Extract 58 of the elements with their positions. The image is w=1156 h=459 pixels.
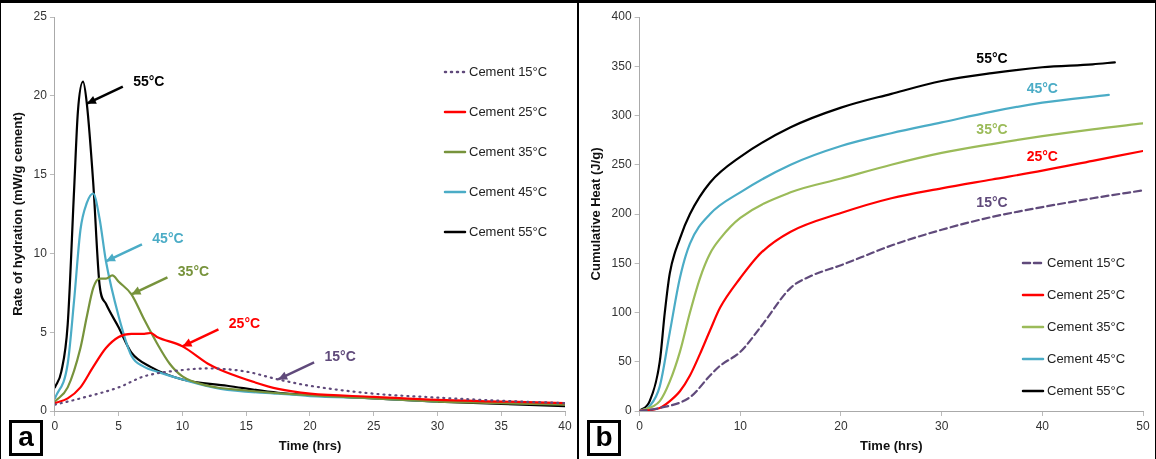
y-tick-label: 0	[624, 403, 632, 418]
x-axis-title: Time (hrs)	[860, 437, 923, 453]
annotation: 55°C	[976, 50, 1008, 66]
y-tick-label: 50	[618, 354, 632, 369]
x-tick-label: 50	[1136, 418, 1150, 433]
y-tick-label: 350	[611, 58, 632, 73]
y-tick-label: 250	[611, 157, 632, 172]
y-tick-label: 300	[611, 107, 632, 122]
legend-label: Cement 35°C	[1047, 318, 1126, 334]
x-tick-label: 40	[558, 418, 572, 433]
annotation: 35°C	[177, 263, 210, 280]
y-axis-title: Cumulative Heat (J/g)	[588, 147, 604, 281]
y-tick-label: 10	[33, 245, 48, 260]
x-tick-label: 20	[834, 418, 848, 433]
y-tick-label: 200	[611, 206, 632, 221]
y-tick-label: 15	[33, 166, 48, 181]
x-tick-label: 35	[494, 418, 509, 433]
y-tick-label: 400	[611, 9, 632, 24]
y-tick-label: 25	[33, 9, 48, 24]
annotation: 15°C	[324, 348, 356, 365]
x-axis-title: Time (hrs)	[278, 437, 342, 453]
legend-label: Cement 35°C	[469, 143, 548, 159]
y-axis-title: Rate of hydration (mW/g cement)	[10, 112, 26, 316]
line-series	[54, 331, 565, 405]
legend-label: Cement 55°C	[1047, 382, 1126, 398]
y-tick-label: 0	[40, 403, 48, 418]
legend-label: Cement 45°C	[469, 183, 548, 199]
x-tick-label: 40	[1035, 418, 1050, 433]
legend-label: Cement 55°C	[469, 223, 548, 239]
x-tick-label: 0	[51, 418, 59, 433]
y-tick-label: 150	[611, 255, 632, 270]
annotation: 45°C	[1026, 79, 1058, 96]
legend-label: Cement 25°C	[469, 103, 548, 119]
legend-label: Cement 45°C	[1047, 350, 1126, 366]
x-tick-label: 10	[733, 418, 748, 433]
x-tick-label: 10	[175, 418, 190, 433]
x-tick-label: 25	[367, 418, 381, 433]
legend-label: Cement 15°C	[1047, 254, 1126, 270]
line-series	[54, 274, 565, 406]
legend-label: Cement 25°C	[1047, 286, 1126, 302]
text: b	[587, 420, 621, 456]
annotation: 25°C	[1026, 147, 1058, 164]
annotation: 45°C	[152, 230, 184, 247]
annotation: 15°C	[976, 193, 1008, 210]
x-tick-label: 30	[430, 418, 445, 433]
legend-label: Cement 15°C	[469, 63, 548, 79]
annotation: 55°C	[133, 72, 165, 89]
x-tick-label: 30	[934, 418, 949, 433]
y-tick-label: 5	[40, 324, 48, 339]
x-tick-label: 20	[303, 418, 317, 433]
annotation: 25°C	[228, 315, 261, 332]
annotation: 35°C	[976, 120, 1008, 137]
y-tick-label: 100	[611, 304, 632, 319]
x-tick-label: 15	[239, 418, 254, 433]
x-tick-label: 0	[636, 418, 644, 433]
x-tick-label: 5	[115, 418, 123, 433]
text: a	[9, 420, 43, 456]
y-tick-label: 20	[33, 88, 48, 103]
